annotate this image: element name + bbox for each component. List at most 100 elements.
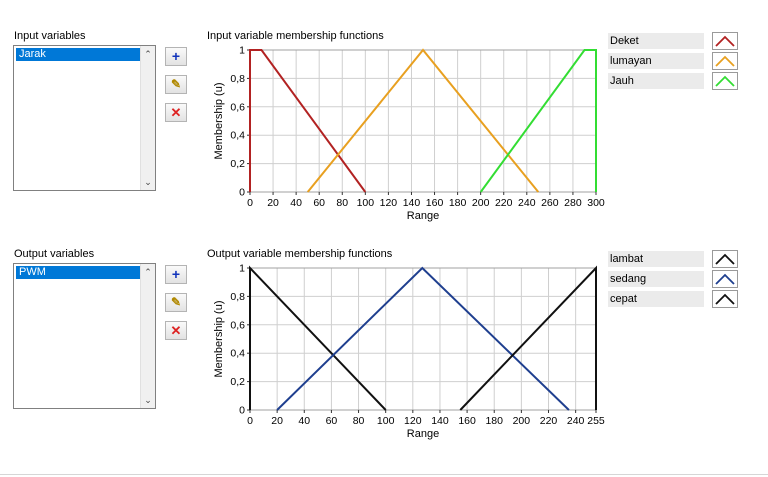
input-series-jauh xyxy=(479,49,597,193)
output-legend-item-cepat[interactable]: cepat xyxy=(608,290,738,308)
legend-line-mark xyxy=(715,55,735,67)
input-legend-item-lumayan[interactable]: lumayan xyxy=(608,52,738,70)
output-x-tick-label: 160 xyxy=(458,415,476,427)
input-x-tick-label: 0 xyxy=(247,197,253,209)
input-x-tick-label: 280 xyxy=(564,197,582,209)
input-plot-area xyxy=(250,50,596,192)
input-series-lumayan xyxy=(306,48,540,193)
input-x-axis-label: Range xyxy=(407,210,439,222)
output-legend-swatch-icon[interactable] xyxy=(712,290,738,308)
output-legend-item-lambat[interactable]: lambat xyxy=(608,250,738,268)
output-y-tick-label: 0,8 xyxy=(230,291,245,303)
input-variables-label: Input variables xyxy=(14,30,86,42)
scroll-down-icon[interactable]: ⌄ xyxy=(144,395,152,405)
output-series-lambat xyxy=(249,265,387,411)
input-x-tick-label: 140 xyxy=(403,197,421,209)
output-series-cepat xyxy=(459,265,597,411)
input-variable-item[interactable]: Jarak xyxy=(16,48,140,61)
output-y-tick-label: 0,4 xyxy=(230,348,245,360)
legend-line-mark xyxy=(715,253,735,265)
output-variable-item[interactable]: PWM xyxy=(16,266,140,279)
output-y-tick-label: 1 xyxy=(239,263,245,275)
output-legend-item-sedang[interactable]: sedang xyxy=(608,270,738,288)
input-y-tick-label: 0,2 xyxy=(230,158,245,170)
input-x-tick-label: 160 xyxy=(426,197,444,209)
output-x-tick-label: 40 xyxy=(298,415,310,427)
input-legend-label: Jauh xyxy=(608,73,704,89)
input-x-tick-label: 80 xyxy=(336,197,348,209)
input-variables-list[interactable]: Jarak ⌃ ⌄ xyxy=(13,45,156,191)
legend-line-mark xyxy=(715,293,735,305)
input-x-tick-label: 100 xyxy=(357,197,375,209)
delete-output-variable-button[interactable]: ✕ xyxy=(165,321,187,340)
output-legend-label: sedang xyxy=(608,271,704,287)
output-variables-label: Output variables xyxy=(14,248,95,260)
scroll-down-icon[interactable]: ⌄ xyxy=(144,177,152,187)
triangle-membership-icon xyxy=(715,293,735,305)
add-input-variable-button[interactable]: + xyxy=(165,47,187,66)
legend-line-mark xyxy=(715,35,735,47)
output-y-axis-label: Membership (u) xyxy=(213,300,225,377)
output-x-tick-label: 220 xyxy=(540,415,558,427)
input-y-tick-label: 0,6 xyxy=(230,101,245,113)
input-legend-label: Deket xyxy=(608,33,704,49)
output-legend-swatch-icon[interactable] xyxy=(712,270,738,288)
output-list-scrollbar[interactable]: ⌃ ⌄ xyxy=(140,264,155,408)
output-x-tick-label: 200 xyxy=(513,415,531,427)
delete-input-variable-button[interactable]: ✕ xyxy=(165,103,187,122)
output-chart-title: Output variable membership functions xyxy=(207,248,393,260)
add-output-variable-button[interactable]: + xyxy=(165,265,187,284)
output-series-sedang xyxy=(276,266,570,411)
input-y-tick-label: 1 xyxy=(239,45,245,57)
input-list-scrollbar[interactable]: ⌃ ⌄ xyxy=(140,46,155,190)
output-x-tick-label: 20 xyxy=(271,415,283,427)
output-legend-label: lambat xyxy=(608,251,704,267)
output-y-tick-label: 0,2 xyxy=(230,376,245,388)
input-membership-chart: 0 20 40 60 80 100 120 140 160 180 200 220 240 260 280 3… xyxy=(213,45,605,223)
legend-line-mark xyxy=(715,75,735,87)
output-variables-list[interactable]: PWM ⌃ ⌄ xyxy=(13,263,156,409)
input-legend-item-jauh[interactable]: Jauh xyxy=(608,72,738,90)
scroll-up-icon[interactable]: ⌃ xyxy=(144,267,152,277)
triangle-membership-icon xyxy=(715,253,735,265)
output-legend-swatch-icon[interactable] xyxy=(712,250,738,268)
input-x-tick-label: 300 xyxy=(587,197,605,209)
output-plot-area xyxy=(250,268,596,410)
input-x-tick-label: 20 xyxy=(267,197,279,209)
output-membership-chart: 0 20 40 60 80 100 120 140 160 180 200 220 240 255 0 0,2… xyxy=(213,263,605,441)
edit-output-variable-button[interactable]: ✎ xyxy=(165,293,187,312)
legend-line-mark xyxy=(715,273,735,285)
input-x-tick-label: 60 xyxy=(313,197,325,209)
input-y-tick-label: 0,8 xyxy=(230,73,245,85)
input-legend-swatch-icon[interactable] xyxy=(712,72,738,90)
input-y-tick-label: 0 xyxy=(239,187,245,199)
output-y-tick-label: 0 xyxy=(239,405,245,417)
input-x-tick-label: 240 xyxy=(518,197,536,209)
input-legend-swatch-icon[interactable] xyxy=(712,52,738,70)
output-x-tick-label: 120 xyxy=(404,415,422,427)
output-x-tick-label: 60 xyxy=(326,415,338,427)
input-y-axis-label: Membership (u) xyxy=(213,82,225,159)
output-x-tick-label: 0 xyxy=(247,415,253,427)
input-legend-item-deket[interactable]: Deket xyxy=(608,32,738,50)
input-x-tick-label: 40 xyxy=(290,197,302,209)
input-x-tick-label: 180 xyxy=(449,197,467,209)
input-x-tick-label: 260 xyxy=(541,197,559,209)
input-y-tick-label: 0,4 xyxy=(230,130,245,142)
triangle-membership-icon xyxy=(715,55,735,67)
output-y-tick-label: 0,6 xyxy=(230,319,245,331)
input-legend-swatch-icon[interactable] xyxy=(712,32,738,50)
output-x-tick-label: 180 xyxy=(485,415,503,427)
triangle-membership-icon xyxy=(715,75,735,87)
output-x-tick-label: 80 xyxy=(353,415,365,427)
input-x-tick-label: 120 xyxy=(380,197,398,209)
input-x-tick-label: 200 xyxy=(472,197,490,209)
output-x-axis-label: Range xyxy=(407,428,439,440)
output-x-tick-label: 100 xyxy=(377,415,395,427)
edit-input-variable-button[interactable]: ✎ xyxy=(165,75,187,94)
triangle-membership-icon xyxy=(715,35,735,47)
output-legend-label: cepat xyxy=(608,291,704,307)
scroll-up-icon[interactable]: ⌃ xyxy=(144,49,152,59)
input-series-deket xyxy=(249,49,367,193)
output-x-tick-label: 255 xyxy=(587,415,605,427)
